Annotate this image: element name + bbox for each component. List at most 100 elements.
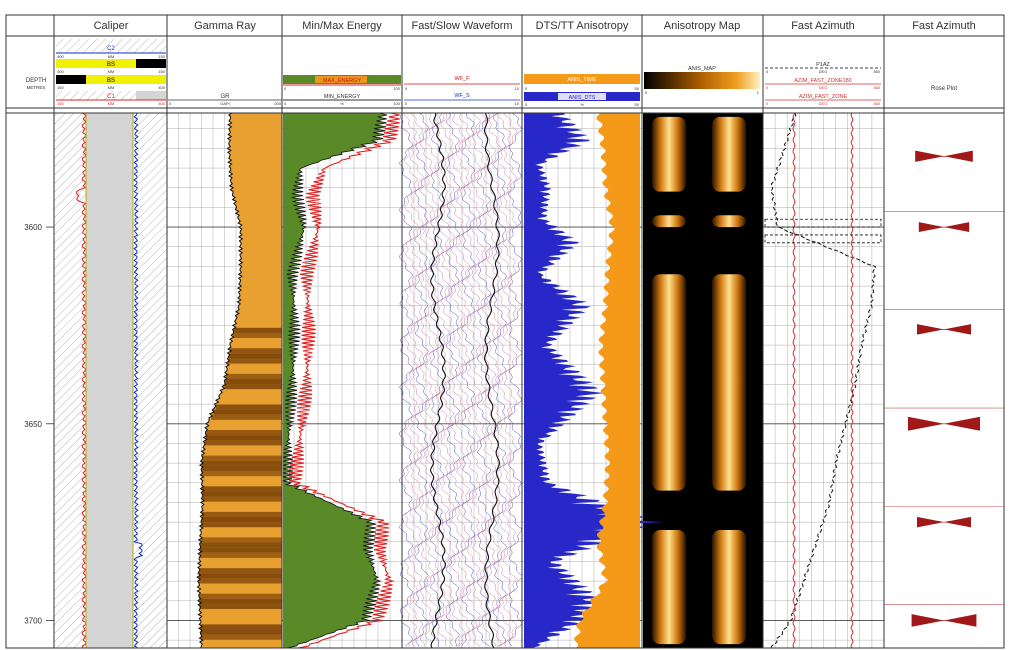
anis-map-band bbox=[652, 215, 686, 228]
depth-axis: 3600 3650 3700 bbox=[24, 223, 54, 625]
legend-anis-dts: ANIS_DTS bbox=[569, 95, 596, 101]
gr-shade-band bbox=[202, 491, 282, 497]
anism-scale-right: 1 bbox=[757, 90, 760, 95]
waveform-trace bbox=[435, 112, 450, 647]
c2-scale-right: 150 bbox=[158, 54, 165, 59]
waveform-arrival-curve bbox=[430, 112, 446, 649]
bs1-scale-unit: MM bbox=[108, 69, 115, 74]
header-waveform-legend: WF_F 0 10 WF_S 0 10 bbox=[404, 76, 520, 106]
anisd-scale-left: 0 bbox=[525, 102, 528, 107]
legend-bs-1: BS bbox=[107, 62, 115, 68]
gr-shade-band bbox=[199, 598, 282, 604]
wff-scale-left: 0 bbox=[405, 86, 408, 91]
legend-min-energy: MIN_ENERGY bbox=[324, 94, 361, 100]
azimuth-zone-box bbox=[764, 234, 882, 244]
depth-tick-label: 3650 bbox=[24, 420, 42, 429]
waveform-trace bbox=[450, 112, 466, 647]
rose-plot bbox=[917, 516, 971, 528]
azim-fast-zone180-curve bbox=[850, 112, 854, 649]
header-gr-legend: GR 0 GAPI 200 bbox=[168, 94, 282, 106]
waveform-trace bbox=[409, 112, 424, 647]
azim-fast-zone-curve bbox=[792, 112, 796, 649]
max-energy-curve bbox=[288, 112, 400, 649]
waveform-trace bbox=[461, 112, 476, 647]
depth-tick-label: 3700 bbox=[24, 616, 42, 625]
gr-curve bbox=[196, 112, 244, 649]
gr-shade-band bbox=[211, 414, 282, 420]
gr-shade-band bbox=[199, 552, 282, 558]
anis-dts-fill bbox=[524, 113, 664, 648]
anis-map-band bbox=[712, 116, 746, 192]
gr-shade-band bbox=[226, 373, 282, 379]
maxe-scale-right: 100 bbox=[393, 86, 400, 91]
bs2-scale-left: 150 bbox=[57, 85, 64, 90]
rose-plot bbox=[917, 324, 971, 335]
c2-curve bbox=[132, 112, 144, 649]
gr-shade-band bbox=[201, 522, 282, 528]
wff-scale-right: 10 bbox=[515, 86, 520, 91]
wfs-scale-right: 10 bbox=[515, 101, 520, 106]
waveform-trace bbox=[507, 112, 523, 647]
min-energy-fill bbox=[283, 113, 388, 648]
gr-shade-band bbox=[202, 511, 282, 518]
wfs-scale-left: 0 bbox=[405, 101, 408, 106]
gr-shade-band bbox=[201, 470, 282, 477]
waveform-trace bbox=[445, 112, 461, 647]
waveform-arrival-curve-2 bbox=[483, 112, 501, 649]
min-energy-curve bbox=[282, 112, 388, 649]
azf180-scale-left: 0 bbox=[766, 85, 769, 90]
waveform-trace bbox=[492, 112, 507, 647]
azf180-scale-unit: DEG bbox=[819, 85, 828, 90]
azf-scale-left: 0 bbox=[766, 101, 769, 106]
legend-anis-time: ANIS_TIME bbox=[567, 77, 596, 83]
track-title-gamma-ray: Gamma Ray bbox=[194, 20, 256, 32]
anis-map-band bbox=[652, 529, 686, 645]
gr-shade-band bbox=[224, 384, 282, 390]
gr-shade-band bbox=[205, 435, 282, 441]
rose-plot bbox=[918, 222, 970, 232]
gr-shade-band bbox=[232, 332, 282, 339]
anis-map-band bbox=[652, 116, 686, 192]
azf-scale-right: 360 bbox=[873, 101, 880, 106]
legend-rose-plot: Rose Plot bbox=[931, 86, 957, 92]
track-title-min-max-energy: Min/Max Energy bbox=[302, 20, 382, 32]
mine-scale-right: 100 bbox=[393, 101, 400, 106]
bs2-scale-right: 400 bbox=[158, 85, 165, 90]
depth-tick-label: 3600 bbox=[24, 223, 42, 232]
anis-map-band bbox=[712, 215, 746, 228]
header-caliper-legend: C2 400 MM 150 BS 400 MM 150 BS 150 MM 40… bbox=[56, 39, 166, 106]
header-anisotropy-legend: ANIS_TIME 0 50 ANIS_DTS 0 % 50 bbox=[524, 74, 640, 107]
header-depth-legend: DEPTH METRES bbox=[26, 78, 46, 90]
gr-shade-band bbox=[199, 568, 282, 574]
legend-bs-2: BS bbox=[107, 78, 115, 84]
header-azimuth-legend: P1AZ 0 DEG 360 AZIM_FAST_ZONE180 0 DEG 3… bbox=[765, 62, 881, 106]
gr-shade-band bbox=[229, 348, 282, 354]
gr-shade-band bbox=[200, 634, 282, 640]
gr-shade-band bbox=[215, 404, 282, 410]
mine-scale-left: 0 bbox=[284, 101, 287, 106]
gr-shade-band bbox=[198, 573, 282, 579]
legend-max-energy: MAX_ENERGY bbox=[323, 78, 362, 84]
anist-scale-right: 50 bbox=[635, 86, 640, 91]
waveform-trace bbox=[424, 112, 440, 647]
p1az-curve bbox=[770, 112, 876, 649]
c2-scale-unit: MM bbox=[108, 54, 115, 59]
anis-time-fill bbox=[574, 113, 640, 648]
p1az-scale-unit: DEG bbox=[819, 69, 828, 74]
waveform-trace bbox=[497, 112, 513, 647]
legend-wf-s: WF_S bbox=[454, 93, 470, 99]
curve-data bbox=[75, 112, 980, 649]
c2-scale-left: 400 bbox=[57, 54, 64, 59]
c1-scale-unit: MM bbox=[108, 101, 115, 106]
legend-p1az: P1AZ bbox=[816, 62, 830, 68]
track-title-fast-azimuth: Fast Azimuth bbox=[791, 20, 855, 32]
gr-shade-band bbox=[204, 440, 282, 446]
rose-plot bbox=[908, 416, 980, 431]
c1-scale-left: 150 bbox=[57, 101, 64, 106]
anisd-scale-unit: % bbox=[580, 102, 584, 107]
waveform-trace bbox=[419, 112, 435, 647]
p1az-scale-left: 0 bbox=[766, 69, 769, 74]
legend-azim-fast-zone: AZIM_FAST_ZONE bbox=[799, 94, 848, 100]
